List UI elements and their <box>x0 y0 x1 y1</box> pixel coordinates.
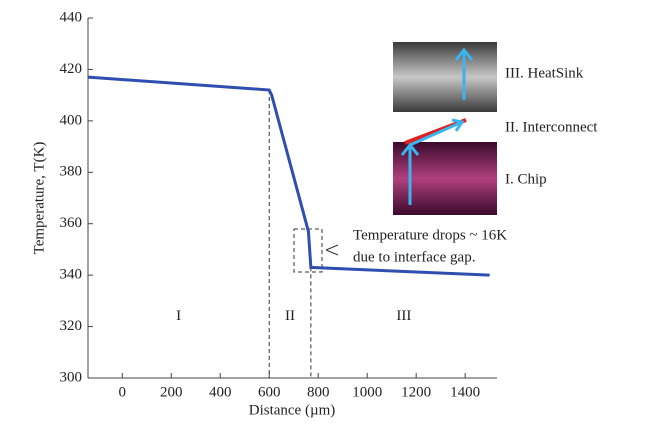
x-tick-label: 800 <box>307 384 330 400</box>
heatsink-block <box>393 42 497 112</box>
x-tick-label: 1400 <box>450 384 480 400</box>
inset-label: II. Interconnect <box>505 119 598 135</box>
x-tick-label: 200 <box>160 384 183 400</box>
y-tick-label: 320 <box>60 318 83 334</box>
region-label: II <box>285 308 295 324</box>
x-tick-label: 1200 <box>401 384 431 400</box>
y-tick-label: 300 <box>60 369 83 385</box>
y-tick-label: 360 <box>60 215 83 231</box>
y-tick-label: 420 <box>60 61 83 77</box>
region-label: I <box>176 308 181 324</box>
heat-arrows <box>400 47 474 205</box>
x-tick-label: 600 <box>258 384 281 400</box>
annotation: due to interface gap. <box>353 249 475 265</box>
y-tick-label: 340 <box>60 267 83 283</box>
y-tick-label: 380 <box>60 164 83 180</box>
y-tick-label: 400 <box>60 112 83 128</box>
region-label: III <box>396 308 411 324</box>
x-tick-label: 1000 <box>352 384 382 400</box>
y-tick-label: 440 <box>60 9 83 25</box>
annotation-arrow <box>325 244 339 256</box>
x-axis-label: Distance (µm) <box>249 402 336 418</box>
annotation: Temperature drops ~ 16K <box>353 227 507 243</box>
y-axis-label: Temperature, T(K) <box>31 142 47 255</box>
x-tick-label: 0 <box>119 384 127 400</box>
inset-label: I. Chip <box>505 171 547 187</box>
inset-label: III. HeatSink <box>505 65 584 81</box>
data-line <box>87 75 490 277</box>
x-tick-label: 400 <box>209 384 232 400</box>
